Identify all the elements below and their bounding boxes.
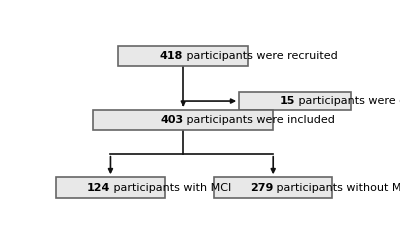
Bar	[239, 92, 351, 110]
Text: participants were recruited: participants were recruited	[183, 51, 338, 61]
Text: 15: 15	[280, 96, 295, 106]
Bar	[56, 177, 165, 198]
Text: participants with MCI: participants with MCI	[110, 183, 232, 193]
Text: participants without MCI: participants without MCI	[273, 183, 400, 193]
Text: 403: 403	[160, 115, 183, 125]
Text: 124: 124	[87, 183, 110, 193]
Text: participants were excluded: participants were excluded	[295, 96, 400, 106]
Text: 279: 279	[250, 183, 273, 193]
Bar	[118, 46, 248, 66]
Bar	[214, 177, 332, 198]
Bar	[94, 110, 273, 130]
Text: participants were included: participants were included	[183, 115, 335, 125]
Text: 418: 418	[160, 51, 183, 61]
